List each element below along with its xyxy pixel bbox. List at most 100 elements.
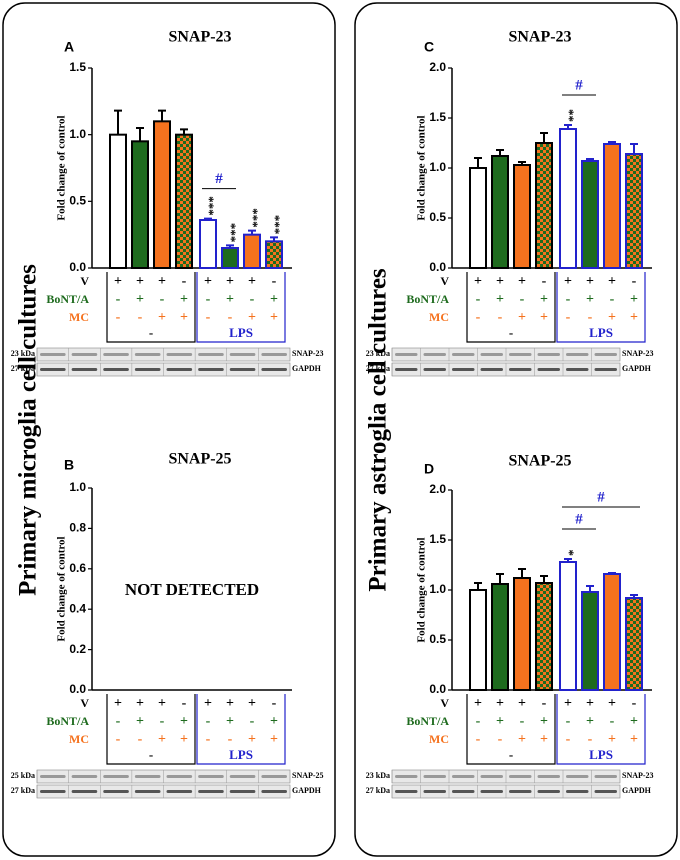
treatment-sign: + [608,310,616,325]
y-tick-label: 1.5 [429,110,446,124]
blot-band [103,353,129,356]
treatment-sign: - [566,292,571,307]
error-bar [474,157,482,168]
y-axis-label: Fold change of control [56,536,68,641]
treatment-sign: + [564,274,572,289]
treatment-sign: + [158,732,166,747]
blot-band [566,775,589,778]
bar [153,120,171,270]
bar [625,597,643,691]
group-bracket [106,694,196,765]
treatment-sign: - [206,292,211,307]
treatment-sign: + [114,696,122,711]
error-bar [630,594,638,598]
treatment-sign: + [608,732,616,747]
treatment-sign: - [498,732,503,747]
blot-band [198,368,224,371]
blot-band [594,775,617,778]
blot-protein: GAPDH [622,786,652,795]
y-tick-label: 1.0 [69,127,86,141]
error-bar [540,132,548,143]
treatment-sign: + [586,292,594,307]
panel-letter: D [424,461,434,477]
blot-band [395,368,418,371]
treatment-sign: + [136,696,144,711]
hash-label: # [597,489,605,505]
treatment-sign: + [518,274,526,289]
blot-band [480,775,503,778]
error-bar [586,585,594,592]
treatment-label: BoNT/A [46,714,89,728]
bar [513,577,531,691]
bar [535,142,553,269]
y-tick-label: 0.5 [429,632,446,646]
blot-band [594,790,617,793]
blot-band [452,790,475,793]
y-axis-label: Fold change of control [56,115,68,220]
treatment-sign: + [630,310,638,325]
treatment-sign: - [272,696,277,711]
blot-kda: 25 kDa [11,771,35,780]
blot-band [198,353,224,356]
panel-letter: A [64,39,74,55]
treatment-sign: + [518,732,526,747]
error-bar [136,127,144,142]
treatment-sign: - [520,292,525,307]
blot-band [537,368,560,371]
group-label: LPS [589,325,613,340]
treatment-sign: + [564,696,572,711]
blot-band [480,368,503,371]
bar [131,140,149,269]
blot-band [103,775,129,778]
blot-band [452,368,475,371]
treatment-sign: - [610,714,615,729]
error-bar [226,244,234,248]
blot-band [166,353,193,356]
treatment-sign: - [610,292,615,307]
treatment-label: MC [429,310,449,324]
error-bar [586,158,594,161]
treatment-sign: + [586,714,594,729]
blot-band [198,790,224,793]
blot-kda: 23 kDa [366,771,390,780]
bar [469,589,487,691]
blot-protein: GAPDH [292,364,322,373]
y-axis-label: Fold change of control [416,115,428,220]
blot-band [134,368,161,371]
bar [559,561,577,691]
significance-stars: *** [246,208,261,228]
error-bar [270,236,278,242]
bar [175,133,193,269]
treatment-sign: + [226,714,234,729]
significance-stars: *** [224,223,239,243]
significance-stars: * [562,550,577,557]
blot-band [134,790,161,793]
treatment-label: V [80,696,89,710]
y-axis-label: Fold change of control [416,537,428,642]
significance-stars: ** [562,109,577,122]
blot-band [566,368,589,371]
blot-band [594,368,617,371]
treatment-sign: + [540,714,548,729]
blot-band [40,775,66,778]
treatment-sign: + [270,714,278,729]
treatment-sign: + [248,696,256,711]
blot-band [261,790,287,793]
panel-frame [2,2,336,857]
y-tick-label: 1.0 [69,480,86,494]
chart-title: SNAP-23 [168,29,231,46]
blot-band [103,368,129,371]
treatment-sign: + [496,292,504,307]
side-label: Primary astroglia cell cultures [365,268,392,592]
blot-band [537,775,560,778]
treatment-sign: + [586,696,594,711]
blot-protein: SNAP-23 [622,349,654,358]
blot-band [71,775,98,778]
blot-kda: 23 kDa [11,349,35,358]
treatment-sign: + [586,274,594,289]
treatment-sign: - [206,310,211,325]
blot-band [509,775,532,778]
treatment-sign: - [632,696,637,711]
treatment-sign: + [540,310,548,325]
